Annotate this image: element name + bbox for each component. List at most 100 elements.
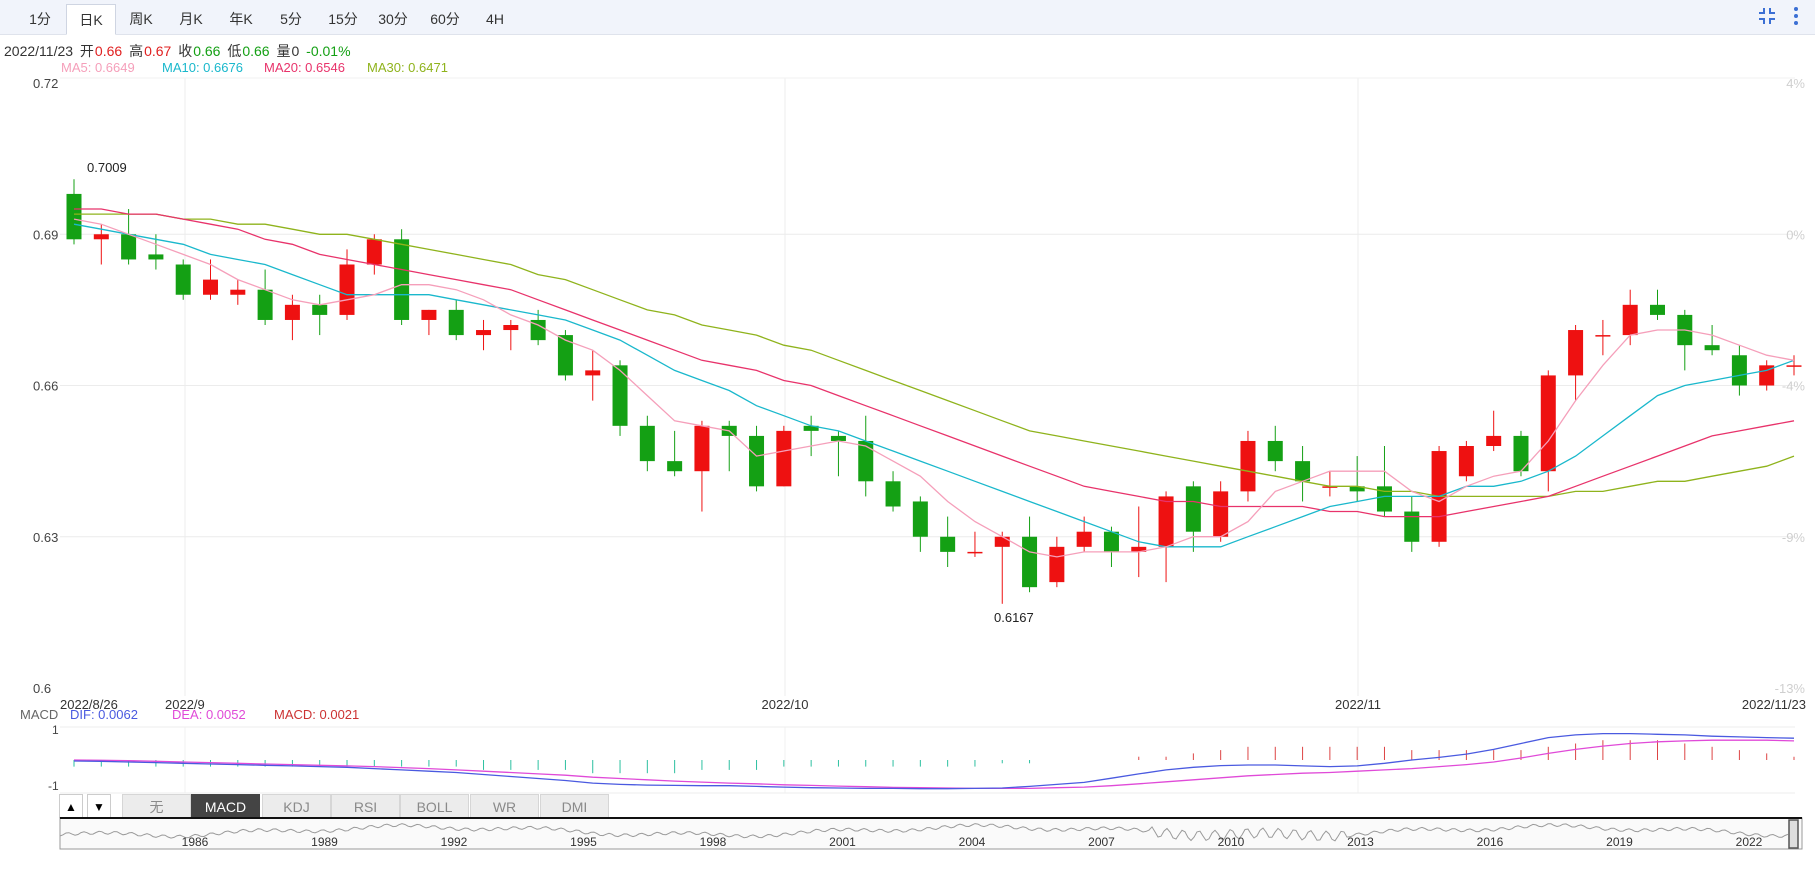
tab-8[interactable]: 60分 — [430, 11, 460, 27]
candle-body — [1213, 491, 1229, 537]
candle-body — [1622, 304, 1638, 336]
dif-line — [73, 732, 1795, 790]
tab-5[interactable]: 5分 — [280, 11, 302, 27]
candle-body — [1731, 355, 1747, 386]
candle-body — [1786, 365, 1802, 367]
scroll-down-button[interactable]: ▼ — [87, 794, 111, 818]
candle-body — [93, 234, 109, 240]
overview-year-label: 1992 — [441, 835, 468, 849]
high-label: 高 — [129, 43, 144, 59]
indicator-tab-wr[interactable]: WR — [470, 794, 539, 818]
candle-body — [1076, 531, 1092, 547]
candlestick-chart[interactable]: 0.72 0.69 0.66 0.63 0.6 4% 0% -4% -9% -13% 2022/… — [0, 0, 1815, 720]
overview-year-label: 2004 — [959, 835, 986, 849]
overview-year-label: 1986 — [182, 835, 209, 849]
overview-year-labels: 1986 1989 1992 1995 1998 2001 2004 2007 2010 2013… — [182, 835, 1763, 849]
percent-axis: 4% 0% -4% -9% -13% — [1775, 76, 1806, 696]
candle-body — [1185, 486, 1201, 532]
price-axis: 0.72 0.69 0.66 0.63 0.6 — [33, 76, 58, 696]
overview-year-label: 2022 — [1736, 835, 1763, 849]
ma20-legend: MA20: 0.6546 — [264, 60, 345, 75]
overview-frame — [59, 817, 1803, 850]
candle-body — [940, 536, 956, 552]
pct-tick-label: -4% — [1782, 379, 1806, 394]
candle-body — [1677, 314, 1693, 346]
more-vertical-icon[interactable] — [1792, 5, 1800, 32]
candle-body — [1458, 446, 1474, 477]
tab-7[interactable]: 30分 — [378, 11, 408, 27]
x-tick-label: 2022/11/23 — [1742, 697, 1806, 712]
more-vertical-icon-svg — [1794, 7, 1798, 25]
annotations: 0.7009 0.6167 — [87, 160, 1034, 625]
candle-body — [312, 304, 328, 315]
candle-body — [1349, 486, 1365, 492]
candle-body — [66, 193, 82, 240]
overview-year-label: 2001 — [829, 835, 856, 849]
overview-year-label: 2019 — [1606, 835, 1633, 849]
ma-lines — [73, 208, 1795, 558]
candle-body — [1513, 435, 1529, 472]
overview-year-label: 2013 — [1347, 835, 1374, 849]
scroll-up-button[interactable]: ▲ — [59, 794, 83, 818]
ma5-legend: MA5: 0.6649 — [61, 60, 135, 75]
tab-9[interactable]: 4H — [486, 11, 504, 27]
candle-body — [1240, 440, 1256, 492]
indicator-tab-rsi[interactable]: RSI — [331, 794, 400, 818]
indicator-tab-macd[interactable]: MACD — [191, 794, 260, 818]
macd-dif: DIF: 0.0062 — [70, 707, 138, 722]
volume-value: 0 — [291, 43, 300, 59]
chart-grid — [60, 77, 1795, 696]
indicator-tab-无[interactable]: 无 — [122, 794, 191, 818]
y-tick-label: 0.6 — [33, 681, 51, 696]
overview-year-label: 2007 — [1088, 835, 1115, 849]
overview-navigator[interactable]: 1986 1989 1992 1995 1998 2001 2004 2007 2010 2013… — [0, 817, 1815, 851]
y-tick-label: 0.63 — [33, 530, 58, 545]
candle-body — [448, 309, 464, 336]
indicator-tab-kdj[interactable]: KDJ — [262, 794, 331, 818]
x-tick-label: 2022/11 — [1335, 697, 1381, 712]
candle-body — [1267, 440, 1283, 462]
candle-body — [994, 536, 1010, 547]
collapse-icon[interactable] — [1757, 6, 1777, 31]
ma20-line — [74, 208, 1795, 518]
candles — [66, 179, 1802, 604]
low-label: 低 — [227, 43, 242, 59]
candle-body — [1022, 536, 1038, 588]
candle-body — [121, 234, 137, 260]
indicator-tab-boll[interactable]: BOLL — [400, 794, 469, 818]
tab-4[interactable]: 年K — [229, 11, 253, 27]
candle-body — [721, 425, 737, 436]
tab-3[interactable]: 月K — [179, 11, 203, 27]
candle-body — [694, 425, 710, 472]
candle-body — [585, 370, 601, 376]
indicator-tab-dmi[interactable]: DMI — [540, 794, 609, 818]
candle-body — [803, 425, 819, 431]
macd-chart[interactable]: 1 -1 — [0, 718, 1815, 798]
ma30-legend: MA30: 0.6471 — [367, 60, 448, 75]
macd-grid: 1 -1 — [48, 723, 1795, 794]
tab-1[interactable]: 日K — [66, 4, 116, 35]
candle-body — [967, 551, 983, 554]
ma5-line — [73, 218, 1795, 558]
tab-2[interactable]: 周K — [129, 11, 153, 27]
tab-6[interactable]: 15分 — [328, 11, 358, 27]
range-handle[interactable] — [1788, 819, 1799, 849]
close-label: 收 — [178, 43, 193, 59]
high-value: 0.67 — [144, 43, 172, 59]
candle-body — [1295, 461, 1311, 482]
macd-histogram — [73, 740, 1795, 774]
close-value: 0.66 — [193, 43, 221, 59]
candle-body — [1540, 375, 1556, 472]
candle-body — [476, 330, 492, 336]
ma30-line — [74, 213, 1795, 498]
candle-body — [339, 264, 355, 315]
quote-info: 2022/11/23 开0.66 高0.67 收0.66 低0.66 量0 -0… — [4, 41, 354, 61]
candle-body — [1103, 531, 1119, 552]
tab-0[interactable]: 1分 — [29, 11, 51, 27]
pct-tick-label: -9% — [1782, 530, 1806, 545]
candle-body — [749, 435, 765, 487]
candle-body — [612, 365, 628, 426]
candle-body — [912, 501, 928, 537]
candle-body — [394, 239, 410, 320]
overview-year-label: 2016 — [1477, 835, 1504, 849]
